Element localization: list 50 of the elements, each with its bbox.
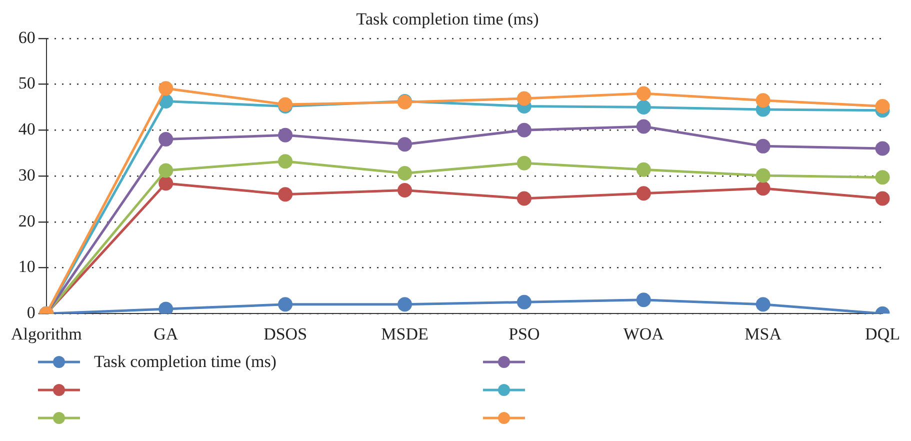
point [278,154,293,169]
x-tick-label: GA [154,324,179,344]
y-tick-label: 20 [18,211,36,230]
point [516,156,532,170]
point [875,99,890,114]
legend-label: Task completion time (ms) [94,352,276,372]
point [158,176,174,191]
point [516,191,532,206]
x-tick-label: PSO [508,324,540,344]
point [636,86,651,101]
point [875,141,890,156]
y-tick-label: 30 [18,165,36,184]
x-tick-label: WOA [623,324,665,344]
y-tick-label: 10 [18,257,36,276]
point [636,292,651,308]
point [636,186,651,201]
x-tick-label: DQL [865,324,900,344]
y-tick-label: 60 [18,28,36,47]
point [158,132,174,147]
point [398,166,412,180]
point [516,91,532,106]
point [398,182,412,198]
point [158,163,174,178]
point [158,81,174,96]
point [516,122,532,138]
point [875,170,890,185]
point [636,162,651,177]
point [398,137,412,152]
point [278,187,293,202]
point [636,100,651,114]
point [756,93,770,108]
y-tick-label: 40 [18,120,36,139]
y-tick-label: 0 [26,303,36,322]
point [756,168,770,183]
x-tick-label: MSDE [381,324,428,344]
point [516,294,532,310]
x-tick-label: Algorithm [10,324,82,344]
point [158,302,174,314]
x-tick-label: MSA [744,324,782,344]
y-tick-label: 50 [18,74,36,93]
x-tick-label: DSOS [264,324,308,344]
point [636,119,651,134]
point [756,181,770,196]
point [278,297,293,312]
chart-title: Task completion time (ms) [356,10,539,29]
point [756,138,770,154]
point [278,128,293,142]
point [756,297,770,312]
point [398,297,412,312]
point [875,191,890,206]
